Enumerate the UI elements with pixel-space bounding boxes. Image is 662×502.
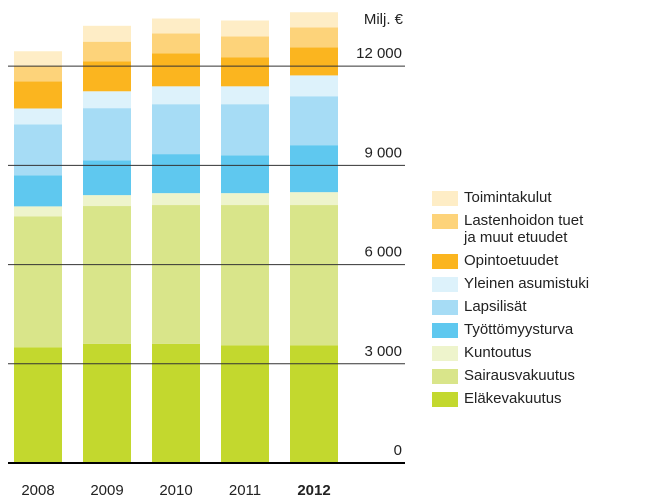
bar-segment	[83, 206, 131, 344]
legend-item: Opintoetuudet	[432, 252, 660, 269]
x-tick-label: 2010	[159, 482, 192, 499]
bar-segment	[14, 175, 62, 207]
legend-label: Yleinen asumistuki	[464, 275, 590, 292]
bar-segment	[290, 75, 338, 97]
bar-segment	[83, 195, 131, 207]
bar-segment	[83, 160, 131, 196]
unit-label: Milj. €	[364, 11, 404, 28]
bar-segment	[221, 36, 269, 58]
legend-label: Lastenhoidon tuet ja muut etuudet	[464, 212, 584, 246]
bar-segment	[152, 86, 200, 105]
legend-swatch	[432, 214, 458, 229]
bar-segment	[290, 47, 338, 76]
legend-item: Sairausvakuutus	[432, 367, 660, 384]
bar-segment	[152, 343, 200, 463]
bar-segment	[290, 27, 338, 48]
legend-item: Lastenhoidon tuet ja muut etuudet	[432, 212, 660, 246]
bar-segment	[152, 53, 200, 87]
legend-swatch	[432, 323, 458, 338]
legend-label: Toimintakulut	[464, 189, 552, 206]
bar-segment	[290, 12, 338, 28]
legend-label: Työttömyysturva	[464, 321, 574, 338]
bar-segment	[14, 66, 62, 82]
legend-swatch	[432, 277, 458, 292]
y-tick-label: 12 000	[356, 45, 402, 62]
x-tick-label: 2011	[229, 482, 261, 499]
legend-item: Eläkevakuutus	[432, 390, 660, 407]
bar-segment	[221, 155, 269, 194]
legend: Toimintakulut Lastenhoidon tuet ja muut e…	[432, 189, 660, 413]
bars	[14, 12, 338, 463]
bar-segment	[221, 86, 269, 105]
y-tick-label: 6 000	[364, 244, 402, 261]
y-tick-label: 3 000	[364, 343, 402, 360]
legend-label: Opintoetuudet	[464, 252, 559, 269]
bar-segment	[14, 81, 62, 109]
legend-swatch	[432, 254, 458, 269]
bar-segment	[152, 154, 200, 194]
y-tick-label: 0	[394, 442, 402, 459]
bar-segment	[14, 347, 62, 463]
bar-segment	[290, 96, 338, 146]
bar-segment	[152, 193, 200, 206]
x-tick-label: 2009	[90, 482, 123, 499]
bar-segment	[221, 205, 269, 346]
bar-segment	[14, 206, 62, 217]
legend-swatch	[432, 346, 458, 361]
grid	[8, 65, 405, 464]
legend-item: Toimintakulut	[432, 189, 660, 206]
bar-segment	[83, 108, 131, 161]
bar-segment	[221, 20, 269, 37]
bar-segment	[221, 104, 269, 156]
bar-segment	[152, 18, 200, 34]
bar-segment	[152, 205, 200, 344]
x-tick-label: 2012	[297, 482, 330, 499]
bar-segment	[152, 33, 200, 54]
legend-swatch	[432, 392, 458, 407]
bar-segment	[14, 108, 62, 125]
bar-segment	[14, 124, 62, 176]
legend-label: Sairausvakuutus	[464, 367, 575, 384]
y-tick-label: 9 000	[364, 144, 402, 161]
legend-swatch	[432, 191, 458, 206]
legend-item: Lapsilisät	[432, 298, 660, 315]
legend-label: Lapsilisät	[464, 298, 527, 315]
bar-segment	[290, 205, 338, 346]
legend-swatch	[432, 369, 458, 384]
bar-segment	[14, 51, 62, 67]
legend-label: Eläkevakuutus	[464, 390, 562, 407]
legend-swatch	[432, 300, 458, 315]
bar-segment	[221, 57, 269, 87]
bar-segment	[290, 192, 338, 206]
bar-segment	[221, 193, 269, 206]
bar-segment	[221, 345, 269, 463]
bar-segment	[83, 91, 131, 109]
bar-segment	[83, 343, 131, 463]
legend-item: Kuntoutus	[432, 344, 660, 361]
x-tick-label: 2008	[21, 482, 54, 499]
bar-segment	[83, 41, 131, 62]
bar-segment	[152, 104, 200, 155]
bar-segment	[290, 345, 338, 463]
legend-label: Kuntoutus	[464, 344, 532, 361]
bar-segment	[290, 145, 338, 193]
bar-segment	[14, 216, 62, 348]
bar-segment	[83, 25, 131, 42]
legend-item: Yleinen asumistuki	[432, 275, 660, 292]
legend-item: Työttömyysturva	[432, 321, 660, 338]
